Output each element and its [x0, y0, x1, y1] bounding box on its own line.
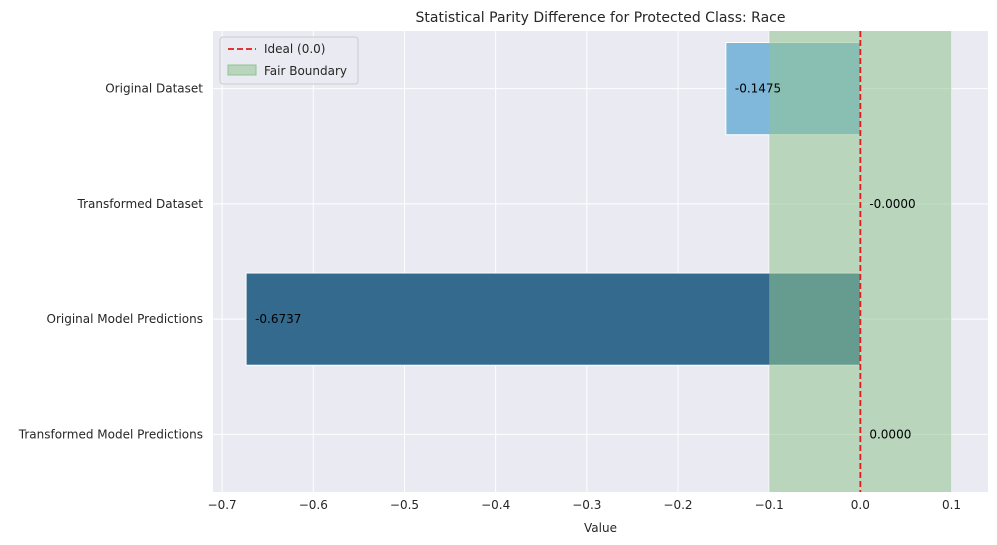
- x-tick-label-5: −0.2: [663, 498, 692, 512]
- bar-value-label-1: -0.0000: [869, 197, 915, 211]
- x-tick-label-6: −0.1: [755, 498, 784, 512]
- legend: Ideal (0.0) Fair Boundary: [219, 36, 359, 85]
- y-tick-label-2: Original Model Predictions: [47, 312, 203, 326]
- legend-ideal-label: Ideal (0.0): [264, 42, 326, 56]
- x-axis-label: Value: [584, 521, 617, 535]
- y-tick-label-0: Original Dataset: [105, 82, 203, 96]
- x-tick-label-1: −0.6: [299, 498, 328, 512]
- x-tick-label-7: 0.0: [851, 498, 870, 512]
- y-tick-label-1: Transformed Dataset: [77, 197, 204, 211]
- bar-value-label-0: -0.1475: [735, 82, 781, 96]
- x-tick-label-4: −0.3: [572, 498, 601, 512]
- y-tick-labels: Original Dataset Transformed Dataset Origi…: [18, 82, 204, 442]
- x-tick-label-2: −0.5: [390, 498, 419, 512]
- x-tick-label-0: −0.7: [208, 498, 237, 512]
- x-tick-label-3: −0.4: [481, 498, 510, 512]
- bar-value-labels: -0.1475 -0.0000 -0.6737 0.0000: [255, 82, 916, 442]
- chart-title: Statistical Parity Difference for Protec…: [416, 10, 786, 26]
- y-tick-label-3: Transformed Model Predictions: [18, 427, 203, 441]
- bar-2: [245, 272, 861, 366]
- x-tick-labels: −0.7 −0.6 −0.5 −0.4 −0.3 −0.2 −0.1 0.0 0.1: [208, 498, 962, 512]
- legend-fair-boundary-swatch: [227, 64, 257, 76]
- legend-fair-boundary-label: Fair Boundary: [264, 64, 347, 78]
- bar-value-label-2: -0.6737: [255, 312, 301, 326]
- x-tick-label-8: 0.1: [942, 498, 961, 512]
- bar-value-label-3: 0.0000: [869, 427, 911, 441]
